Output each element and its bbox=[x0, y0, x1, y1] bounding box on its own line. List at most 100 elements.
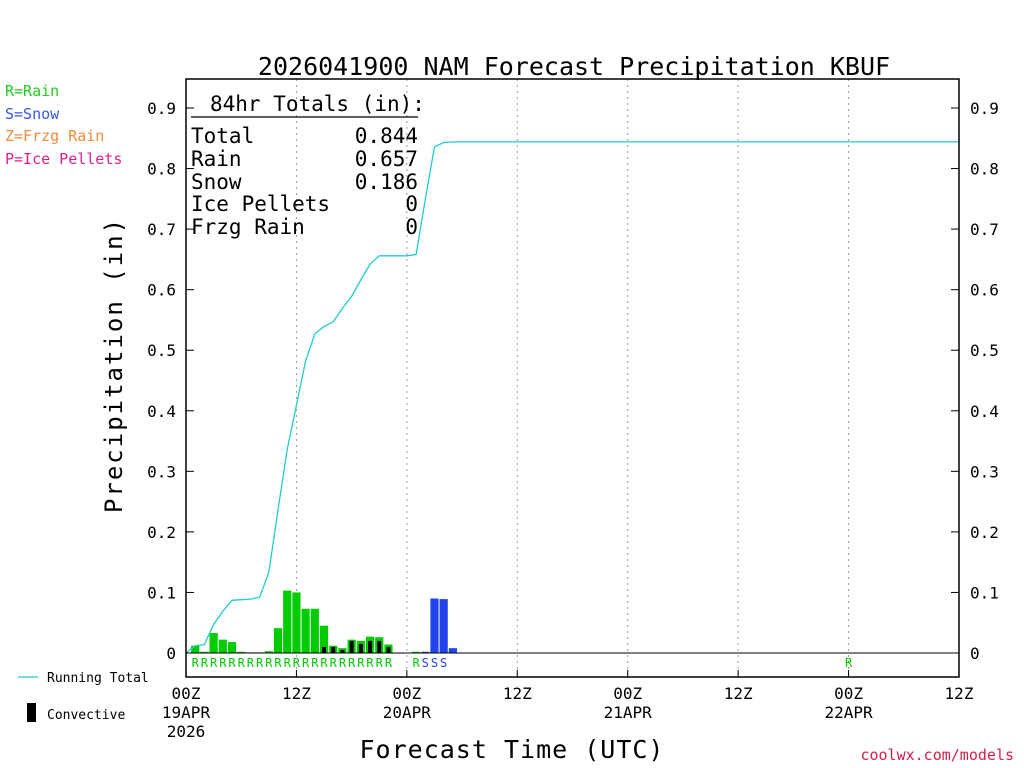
x-tick-label-5-0: 12Z bbox=[724, 684, 753, 703]
totals-label-freezing-rain: Frzg Rain bbox=[191, 215, 305, 239]
totals-value-total: 0.844 bbox=[355, 124, 418, 148]
y-tick-label-left-1: 0.1 bbox=[147, 583, 176, 602]
legend-freezing-rain: Z=Frzg Rain bbox=[5, 127, 104, 145]
y-axis-ticks: 0 00.1 0.10.2 0.20.3 0.30.4 0.40.5 0.50.6 0.60.… bbox=[147, 99, 999, 663]
type-label-h26: S bbox=[422, 656, 429, 670]
credit-text: coolwx.com/models bbox=[860, 746, 1014, 764]
type-label-h28: S bbox=[440, 656, 447, 670]
precip-bar-h15 bbox=[319, 625, 329, 653]
type-label-h21: R bbox=[376, 656, 384, 670]
precip-bar-h2 bbox=[200, 651, 209, 653]
totals-label-rain: Rain bbox=[191, 147, 242, 171]
y-tick-label-right-2: 0.2 bbox=[970, 523, 999, 542]
totals-value-freezing-rain: 0 bbox=[405, 215, 418, 239]
convective-bar-h21 bbox=[377, 640, 382, 653]
precip-bar-h6 bbox=[237, 651, 246, 653]
precip-bar-h26 bbox=[421, 651, 430, 653]
totals-value-rain: 0.657 bbox=[355, 147, 418, 171]
legend-ice-pellets: P=Ice Pellets bbox=[5, 150, 122, 168]
totals-label-snow: Snow bbox=[191, 170, 242, 194]
x-axis-label: Forecast Time (UTC) bbox=[360, 735, 665, 764]
y-tick-label-right-5: 0.5 bbox=[970, 341, 999, 360]
type-label-h3: R bbox=[210, 656, 218, 670]
y-axis-label: Precipitation (in) bbox=[100, 217, 128, 513]
y-tick-label-left-9: 0.9 bbox=[147, 99, 176, 118]
x-tick-label-2-0: 00Z bbox=[392, 684, 421, 703]
convective-bar-h17 bbox=[340, 649, 345, 653]
x-tick-label-0-2: 2026 bbox=[167, 722, 206, 741]
totals-label-ice-pellets: Ice Pellets bbox=[191, 192, 330, 216]
type-label-h18: R bbox=[348, 656, 356, 670]
x-tick-label-0-1: 19APR bbox=[162, 703, 211, 722]
precip-bar-h9 bbox=[264, 651, 273, 653]
totals-value-ice-pellets: 0 bbox=[405, 192, 418, 216]
plot-frame bbox=[185, 78, 960, 678]
precip-bar-h11 bbox=[283, 590, 292, 653]
x-tick-label-3-0: 12Z bbox=[503, 684, 532, 703]
running-total-line bbox=[185, 141, 959, 654]
y-tick-label-right-0: 0 bbox=[970, 644, 980, 663]
type-label-h4: R bbox=[219, 656, 227, 670]
convective-bar-h19 bbox=[358, 643, 363, 653]
y-tick-label-right-1: 0.1 bbox=[970, 583, 999, 602]
legend-rain: R=Rain bbox=[5, 82, 59, 100]
type-label-h15: R bbox=[320, 656, 328, 670]
totals-box: 84hr Totals (in): Total 0.844 Rain 0.657… bbox=[191, 92, 425, 239]
type-label-h9: R bbox=[265, 656, 273, 670]
type-label-h12: R bbox=[293, 656, 301, 670]
type-label-h19: R bbox=[357, 656, 365, 670]
precip-bar-h1 bbox=[191, 645, 200, 653]
type-label-h2: R bbox=[201, 656, 209, 670]
convective-bar-h16 bbox=[331, 646, 336, 653]
grid-lines bbox=[295, 79, 850, 677]
x-tick-label-6-1: 22APR bbox=[824, 703, 873, 722]
y-tick-label-left-5: 0.5 bbox=[147, 341, 176, 360]
y-tick-label-right-7: 0.7 bbox=[970, 220, 999, 239]
precip-bar-h3 bbox=[209, 633, 218, 653]
type-label-h17: R bbox=[339, 656, 347, 670]
type-label-h13: R bbox=[302, 656, 310, 670]
x-tick-label-7-0: 12Z bbox=[945, 684, 974, 703]
precip-type-legend: R=Rain S=Snow Z=Frzg Rain P=Ice Pellets bbox=[5, 82, 122, 168]
type-label-h11: R bbox=[284, 656, 292, 670]
series-legend: Running Total Convective bbox=[18, 671, 149, 723]
x-tick-label-6-0: 00Z bbox=[834, 684, 863, 703]
type-label-h16: R bbox=[330, 656, 338, 670]
y-tick-label-right-3: 0.3 bbox=[970, 462, 999, 481]
type-label-h20: R bbox=[366, 656, 374, 670]
y-tick-label-left-4: 0.4 bbox=[147, 402, 176, 421]
precip-bar-h28 bbox=[439, 599, 448, 653]
precip-bar-h12 bbox=[292, 592, 301, 653]
y-tick-label-left-7: 0.7 bbox=[147, 220, 176, 239]
convective-bar-h20 bbox=[368, 640, 373, 653]
legend-running-total: Running Total bbox=[47, 671, 149, 686]
x-tick-label-2-1: 20APR bbox=[383, 703, 432, 722]
type-label-h22: R bbox=[385, 656, 393, 670]
legend-snow: S=Snow bbox=[5, 105, 60, 123]
y-tick-label-left-3: 0.3 bbox=[147, 462, 176, 481]
y-tick-label-left-0: 0 bbox=[166, 644, 176, 663]
type-label-h1: R bbox=[192, 656, 200, 670]
precip-bar-h25 bbox=[411, 651, 421, 653]
x-tick-label-4-0: 00Z bbox=[613, 684, 642, 703]
type-label-h7: R bbox=[247, 656, 255, 670]
precip-bar-h4 bbox=[218, 639, 227, 653]
precip-bars bbox=[191, 590, 457, 653]
y-tick-label-left-8: 0.8 bbox=[147, 160, 176, 179]
chart-title: 2026041900 NAM Forecast Precipitation KB… bbox=[258, 52, 890, 81]
precip-bar-h29 bbox=[448, 648, 457, 653]
type-label-h10: R bbox=[274, 656, 282, 670]
convective-bar-h15 bbox=[322, 646, 327, 653]
convective-bars bbox=[322, 640, 391, 653]
y-tick-label-right-4: 0.4 bbox=[970, 402, 999, 421]
type-label-h8: R bbox=[256, 656, 264, 670]
convective-bar-h18 bbox=[349, 640, 354, 653]
totals-label-total: Total bbox=[191, 124, 254, 148]
type-label-h5: R bbox=[228, 656, 236, 670]
precip-bar-h5 bbox=[227, 642, 237, 653]
precip-bar-h27 bbox=[430, 598, 439, 653]
type-label-h25: R bbox=[412, 656, 420, 670]
